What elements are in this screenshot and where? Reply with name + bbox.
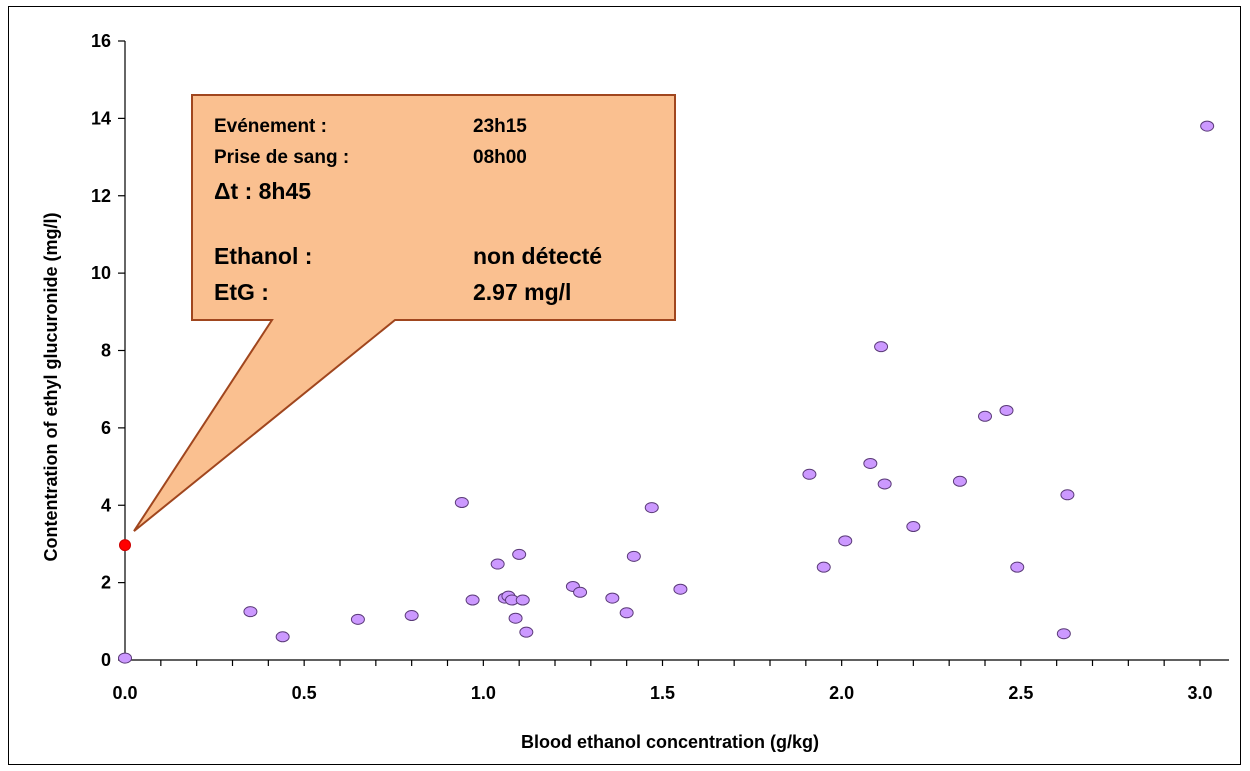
data-point [644,502,659,514]
callout-delta-t: Δt : 8h45 [214,178,311,204]
callout-ethanol-value: non détecté [473,243,602,269]
data-point [863,457,878,469]
x-tick-label: 3.0 [1187,683,1212,703]
y-tick-label: 4 [101,495,111,515]
data-point [802,468,817,480]
callout-ethanol-label: Ethanol : [214,243,312,269]
data-point [243,606,258,618]
data-point [877,478,892,490]
x-tick-label: 2.5 [1008,683,1033,703]
axes: 0 2 4 6 8 10 12 14 16 0.0 0.5 1.0 1.5 2.0 2.5 3.0 [91,31,1229,703]
callout-bubble [133,94,676,532]
y-tick-label: 0 [101,650,111,670]
data-point [1200,120,1215,132]
data-point [838,535,853,547]
callout-event-value: 23h15 [473,116,527,137]
data-point [350,613,365,625]
y-tick-label: 6 [101,418,111,438]
callout-bloodtest-label: Prise de sang : [214,147,349,168]
y-tick-label: 14 [91,108,111,128]
y-tick-label: 8 [101,341,111,361]
data-point [619,607,634,619]
x-tick-label: 2.0 [829,683,854,703]
data-point [508,612,523,624]
data-point [1060,489,1075,501]
callout-etg-label: EtG : [214,279,269,305]
data-point [465,594,480,606]
data-point [519,626,534,638]
data-point [626,550,641,562]
data-point [275,631,290,643]
x-tick-label: 1.5 [650,683,675,703]
y-tick-label: 16 [91,31,111,51]
data-point [1010,561,1025,573]
y-tick-label: 12 [91,186,111,206]
data-point [906,521,921,533]
y-axis-title: Contentration of ethyl glucuronide (mg/l… [41,213,61,562]
callout: Evénement : 23h15 Prise de sang : 08h00 … [133,94,676,532]
data-point [999,404,1014,416]
x-axis-title: Blood ethanol concentration (g/kg) [521,732,819,752]
x-tick-label: 0.5 [292,683,317,703]
data-point [816,561,831,573]
data-point [952,475,967,487]
data-point [1056,628,1071,640]
data-point [573,586,588,598]
callout-event-label: Evénement : [214,116,327,137]
data-point [874,341,889,353]
data-point [118,652,132,664]
data-points [118,120,1215,664]
data-point [512,548,527,560]
data-point [454,497,469,509]
data-point [490,558,505,570]
y-tick-label: 10 [91,263,111,283]
x-tick-label: 1.0 [471,683,496,703]
highlight-point [119,539,131,552]
x-tick-label: 0.0 [112,683,137,703]
callout-etg-value: 2.97 mg/l [473,279,571,305]
data-point [978,410,992,422]
data-point [605,592,620,604]
data-point [515,594,530,606]
y-tick-label: 2 [101,573,111,593]
data-point [673,583,688,595]
data-point [404,610,419,622]
callout-bloodtest-value: 08h00 [473,147,527,168]
